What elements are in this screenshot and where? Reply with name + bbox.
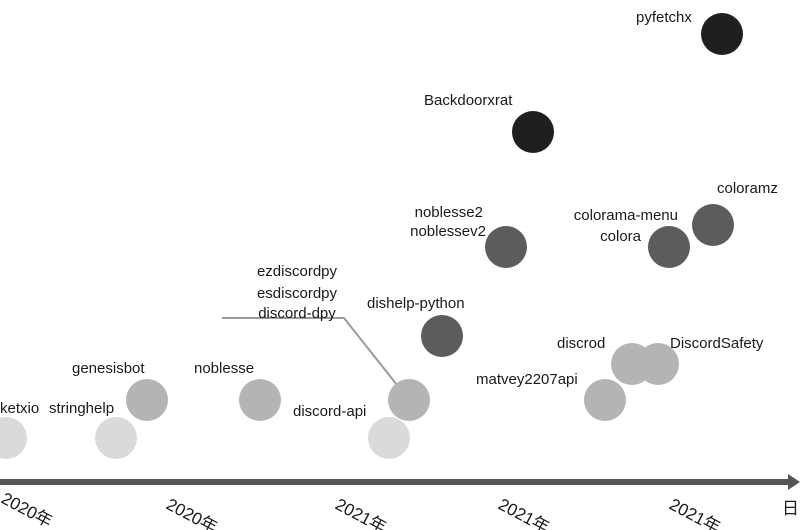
node-label-discord-api: discord-api: [293, 403, 366, 420]
node-label-backdoorxrat: Backdoorxrat: [424, 92, 513, 109]
node-genesisbot: [126, 379, 168, 421]
node-discordsafety: [637, 343, 679, 385]
node-label-coloramz: coloramz: [717, 180, 778, 197]
node-dishelp: [421, 315, 463, 357]
node-label-discord-group: discord-dpy: [258, 305, 336, 322]
axis-tick-label: 2021年: [332, 495, 389, 530]
node-label-discord-group: ezdiscordpy: [257, 263, 338, 280]
node-backdoorxrat: [512, 111, 554, 153]
node-discord-api: [368, 417, 410, 459]
node-label-colorama: colora: [600, 228, 642, 245]
node-label-discord-group: esdiscordpy: [257, 285, 338, 302]
node-label-pyfetchx: pyfetchx: [636, 9, 692, 26]
node-label-genesisbot: genesisbot: [72, 360, 145, 377]
node-colorama: [648, 226, 690, 268]
axis-tick-label: 2020年: [163, 495, 220, 530]
node-noblesse: [239, 379, 281, 421]
node-stringhelp: [95, 417, 137, 459]
axis-tick-label: 2020年: [0, 489, 55, 530]
axis-arrow-icon: [788, 474, 800, 490]
axis-tick-label: 2021年: [666, 495, 723, 530]
axis-end-label: 日: [782, 499, 799, 518]
node-label-matvey: matvey2207api: [476, 371, 578, 388]
node-label-noblesse: noblesse: [194, 360, 254, 377]
node-label-discrod: discrod: [557, 335, 605, 352]
node-label-noblesse2: noblesse2: [415, 204, 483, 221]
connector-line: [222, 317, 398, 386]
node-label-noblesse2: noblessev2: [410, 223, 486, 240]
node-noblesse2: [485, 226, 527, 268]
node-label-discordsafety: DiscordSafety: [670, 335, 764, 352]
axis-tick-label: 2021年: [495, 495, 552, 530]
node-ketxio: [0, 417, 27, 459]
node-coloramz: [692, 204, 734, 246]
node-pyfetchx: [701, 13, 743, 55]
node-discord-group: [388, 379, 430, 421]
node-matvey: [584, 379, 626, 421]
node-label-stringhelp: stringhelp: [49, 400, 114, 417]
node-label-dishelp: dishelp-python: [367, 295, 465, 312]
node-label-colorama: colorama-menu: [574, 207, 678, 224]
node-label-ketxio: ketxio: [0, 400, 39, 417]
